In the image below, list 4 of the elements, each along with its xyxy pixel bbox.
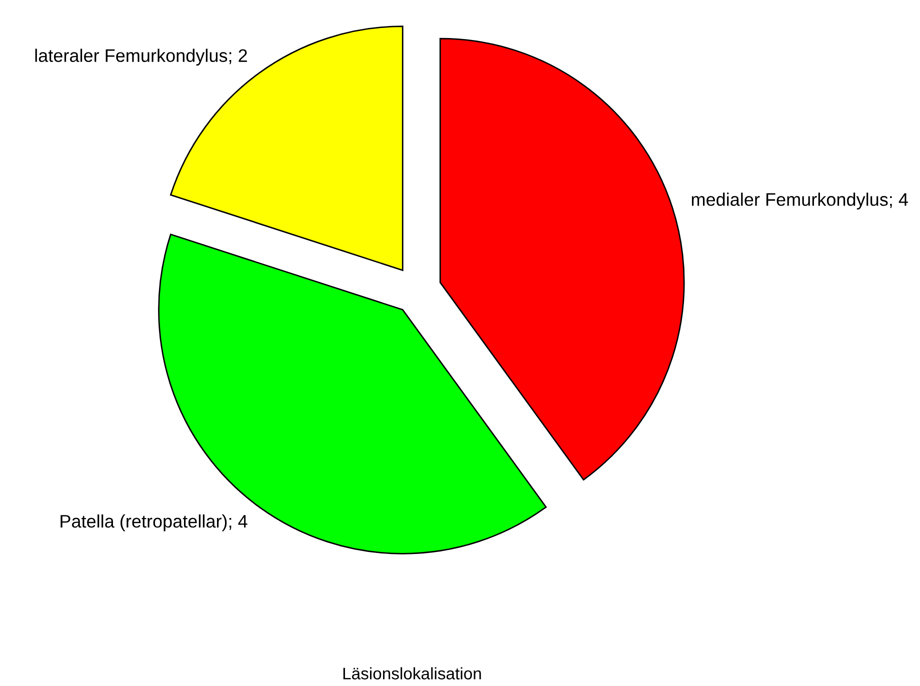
slice-label: lateraler Femurkondylus; 2 xyxy=(35,48,247,66)
slice-label: medialer Femurkondylus; 4 xyxy=(692,192,908,210)
text: Läsionslokalisation xyxy=(343,667,481,680)
slice-label: Patella (retropatellar); 4 xyxy=(60,514,248,532)
